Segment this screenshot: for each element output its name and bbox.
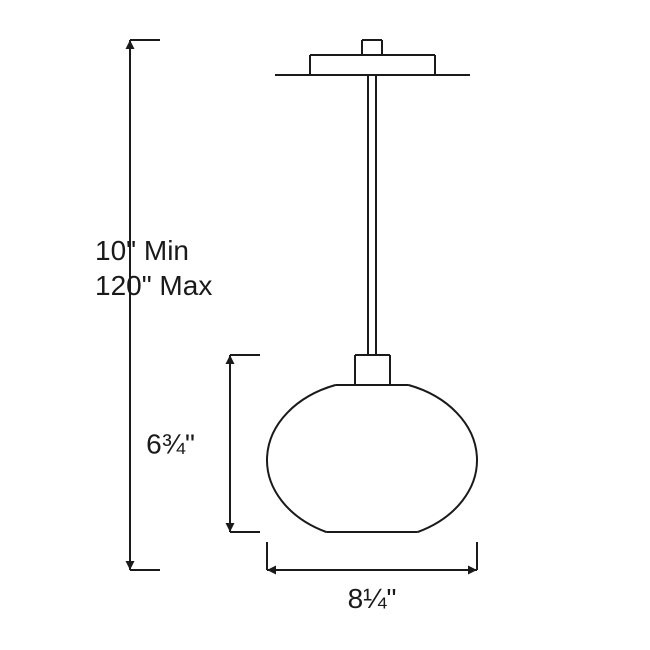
- shade-height-label: 6¾": [146, 429, 195, 460]
- overall-height-min-label: 10" Min: [95, 235, 189, 266]
- shade-width-label: 8¼": [348, 583, 397, 614]
- overall-height-max-label: 120" Max: [95, 270, 212, 301]
- pendant-light-dimension-diagram: 10" Min 120" Max 6¾" 8¼": [0, 0, 650, 650]
